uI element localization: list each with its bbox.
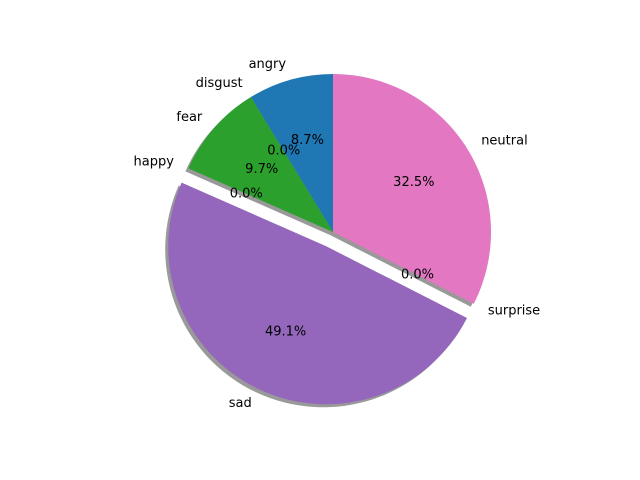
pct-label: 8.7% xyxy=(291,133,324,148)
pct-label: 32.5% xyxy=(393,175,434,190)
pct-label: 49.1% xyxy=(265,324,306,339)
wedge xyxy=(250,97,333,232)
wedge xyxy=(333,74,491,304)
pct-label: 0.0% xyxy=(401,268,434,283)
wedge xyxy=(168,182,468,405)
slice-label: disgust xyxy=(196,76,243,91)
pct-label: 0.0% xyxy=(230,186,263,201)
slice-label: sad xyxy=(229,396,252,411)
slice-label: happy xyxy=(134,154,175,169)
wedge xyxy=(188,168,333,232)
wedge xyxy=(250,74,333,232)
slice-label: angry xyxy=(249,57,287,72)
slice-label: neutral xyxy=(481,134,527,149)
pct-label: 9.7% xyxy=(245,162,278,177)
wedge xyxy=(188,97,333,232)
slice-label: surprise xyxy=(488,303,540,318)
pct-label: 0.0% xyxy=(267,144,300,159)
slice-label: fear xyxy=(176,110,203,125)
